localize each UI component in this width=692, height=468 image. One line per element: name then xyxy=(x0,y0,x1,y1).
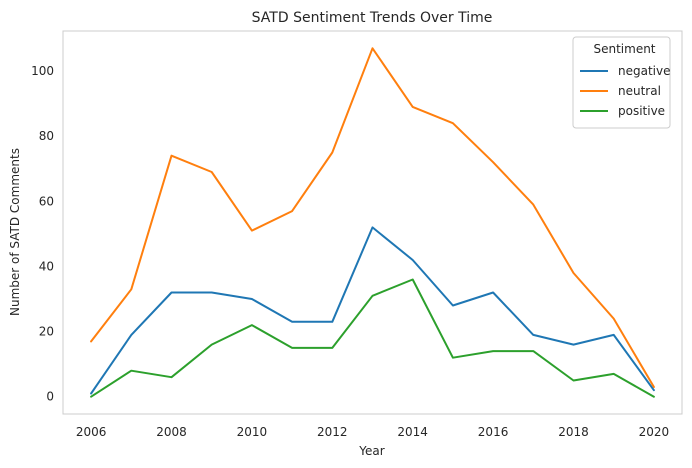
legend-items: negative neutral positive xyxy=(580,64,670,118)
y-tick-label: 80 xyxy=(39,129,54,143)
y-tick-label: 40 xyxy=(39,259,54,273)
y-axis-ticks: 0 20 40 60 80 100 xyxy=(31,64,54,404)
x-tick-label: 2016 xyxy=(478,425,509,439)
y-axis-label: Number of SATD Comments xyxy=(8,148,22,316)
legend-title: Sentiment xyxy=(593,42,655,56)
legend-label-negative: negative xyxy=(618,64,670,78)
plot-area xyxy=(62,30,683,415)
chart-title: SATD Sentiment Trends Over Time xyxy=(252,10,493,26)
legend-label-neutral: neutral xyxy=(618,84,661,98)
y-tick-label: 20 xyxy=(39,325,54,339)
x-tick-label: 2014 xyxy=(397,425,428,439)
x-tick-label: 2008 xyxy=(156,425,187,439)
y-tick-label: 60 xyxy=(39,194,54,208)
x-tick-label: 2006 xyxy=(76,425,107,439)
x-tick-label: 2012 xyxy=(317,425,348,439)
legend: Sentiment negative neutral positive xyxy=(572,36,671,129)
x-tick-label: 2018 xyxy=(558,425,589,439)
y-tick-label: 0 xyxy=(46,390,54,404)
x-tick-label: 2020 xyxy=(639,425,670,439)
series-lines xyxy=(90,47,655,398)
x-tick-label: 2010 xyxy=(237,425,268,439)
x-axis-label: Year xyxy=(358,444,384,458)
y-tick-label: 100 xyxy=(31,64,54,78)
legend-box xyxy=(572,36,671,129)
series-line-positive xyxy=(90,278,655,398)
series-line-neutral xyxy=(90,47,655,388)
x-axis-ticks: 2006 2008 2010 2012 2014 2016 2018 2020 xyxy=(76,425,669,439)
legend-label-positive: positive xyxy=(618,104,665,118)
series-line-negative xyxy=(90,226,655,395)
